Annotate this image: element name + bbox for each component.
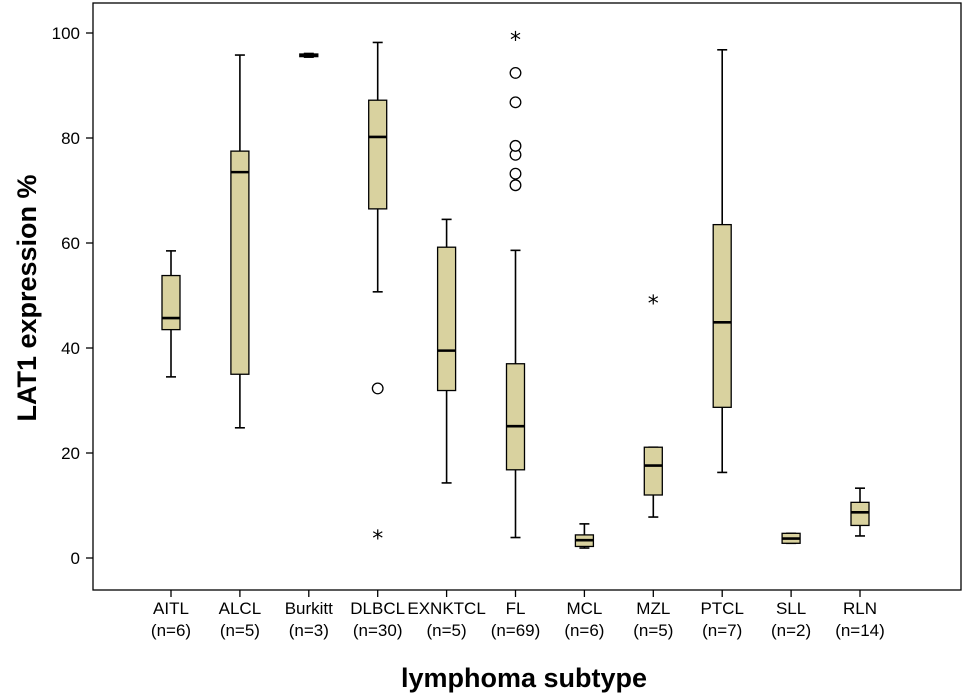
outlier-point bbox=[509, 179, 522, 192]
box-group-rln bbox=[850, 487, 870, 537]
plot-area-frame bbox=[92, 2, 962, 591]
x-tick-label: AITL bbox=[153, 599, 189, 618]
x-tick-label: DLBCL bbox=[350, 599, 405, 618]
x-tick-n-label: (n=2) bbox=[771, 621, 811, 640]
outlier-point bbox=[509, 96, 522, 109]
extreme-point: * bbox=[510, 29, 521, 54]
box-group-mzl: * bbox=[643, 292, 663, 518]
x-tick-label: Burkitt bbox=[285, 599, 333, 618]
iqr-box bbox=[436, 246, 457, 392]
y-tick-label: 20 bbox=[61, 444, 80, 463]
iqr-box bbox=[230, 150, 250, 375]
y-tick-label: 40 bbox=[61, 339, 80, 358]
x-tick-n-label: (n=69) bbox=[491, 621, 541, 640]
outlier-point bbox=[509, 167, 522, 180]
iqr-box bbox=[368, 99, 388, 210]
outlier-point bbox=[509, 139, 522, 152]
x-tick-label: ALCL bbox=[219, 599, 262, 618]
outlier-point bbox=[509, 66, 522, 79]
box-group-aitl bbox=[161, 250, 181, 378]
x-tick-n-label: (n=6) bbox=[564, 621, 604, 640]
box-group-mcl bbox=[574, 523, 595, 549]
x-tick-n-label: (n=6) bbox=[151, 621, 191, 640]
extreme-point: * bbox=[372, 527, 383, 552]
iqr-box bbox=[161, 274, 181, 331]
box-group-exnktcl bbox=[436, 218, 457, 484]
y-tick-label: 0 bbox=[71, 549, 80, 568]
x-tick-label: PTCL bbox=[700, 599, 743, 618]
x-tick-label: MCL bbox=[566, 599, 602, 618]
y-tick-label: 100 bbox=[52, 24, 80, 43]
y-tick-label: 60 bbox=[61, 234, 80, 253]
x-tick-label: FL bbox=[506, 599, 526, 618]
x-tick-n-label: (n=5) bbox=[427, 621, 467, 640]
y-tick-label: 80 bbox=[61, 129, 80, 148]
box-group-sll bbox=[781, 532, 801, 545]
iqr-box bbox=[850, 501, 870, 527]
x-tick-n-label: (n=30) bbox=[353, 621, 403, 640]
x-tick-label: RLN bbox=[843, 599, 877, 618]
x-tick-n-label: (n=3) bbox=[289, 621, 329, 640]
box-series: * * * bbox=[161, 29, 870, 552]
iqr-box bbox=[712, 223, 732, 408]
x-tick-label: SLL bbox=[776, 599, 806, 618]
x-tick-label: EXNKTCL bbox=[407, 599, 485, 618]
extreme-point: * bbox=[648, 292, 659, 317]
outlier-point bbox=[371, 382, 384, 395]
box-group-burkitt bbox=[299, 52, 319, 58]
box-group-fl: * bbox=[505, 29, 526, 539]
x-tick-label: MZL bbox=[636, 599, 670, 618]
y-axis-title: LAT1 expression % bbox=[12, 174, 42, 421]
box-group-dlbcl: * bbox=[368, 41, 388, 552]
iqr-box bbox=[505, 363, 526, 471]
x-tick-n-label: (n=7) bbox=[702, 621, 742, 640]
box-group-alcl bbox=[230, 54, 250, 429]
y-axis: 0 20 40 60 80 100 bbox=[52, 24, 93, 568]
iqr-box bbox=[643, 446, 663, 496]
x-tick-n-label: (n=5) bbox=[633, 621, 673, 640]
x-tick-n-label: (n=5) bbox=[220, 621, 260, 640]
box-group-ptcl bbox=[712, 48, 732, 474]
x-tick-n-label: (n=14) bbox=[835, 621, 885, 640]
x-axis-title: lymphoma subtype bbox=[401, 663, 647, 693]
x-axis: AITL (n=6) ALCL (n=5) Burkitt (n=3) DLBCL (n=30… bbox=[151, 590, 885, 640]
